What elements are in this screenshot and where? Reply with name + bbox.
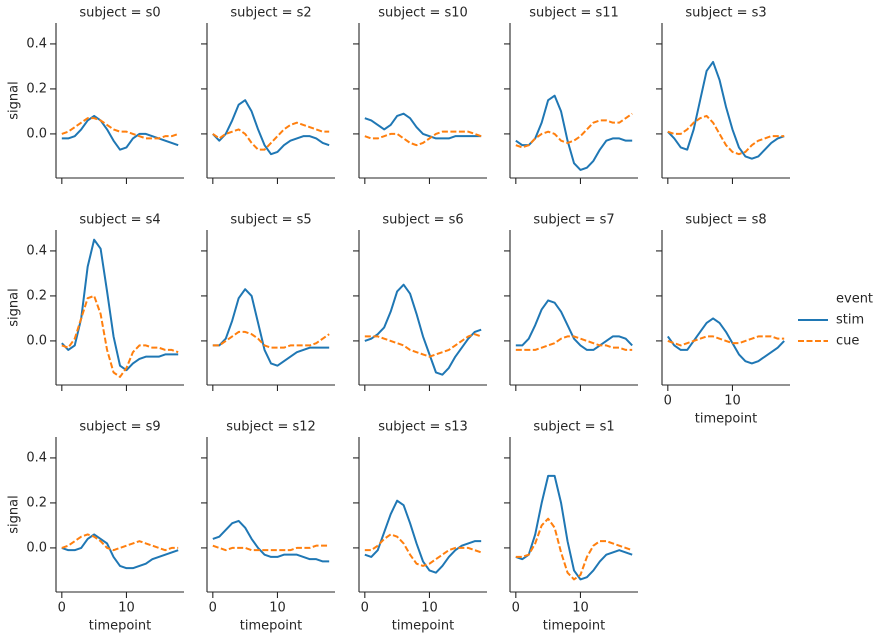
line bbox=[515, 94, 633, 171]
line bbox=[212, 288, 330, 367]
line bbox=[364, 112, 482, 140]
line bbox=[212, 519, 330, 563]
legend-title: event bbox=[836, 292, 873, 307]
x-tick-label: 0 bbox=[58, 601, 66, 616]
line bbox=[212, 330, 330, 349]
y-tick-label: 0.2 bbox=[26, 81, 47, 96]
line bbox=[515, 517, 633, 581]
line bbox=[515, 474, 633, 581]
line bbox=[364, 533, 482, 567]
line bbox=[667, 114, 785, 156]
line bbox=[212, 99, 330, 156]
line bbox=[364, 130, 482, 147]
y-tick-label: 0.4 bbox=[26, 36, 47, 51]
line bbox=[61, 117, 179, 140]
x-axis-label: timepoint bbox=[89, 619, 152, 634]
x-tick-label: 10 bbox=[269, 601, 286, 616]
x-tick-label: 10 bbox=[118, 601, 135, 616]
y-tick-label: 0.0 bbox=[26, 126, 47, 141]
line bbox=[61, 533, 179, 570]
line bbox=[212, 544, 330, 552]
x-axis-label: timepoint bbox=[543, 619, 606, 634]
legend-label: stim bbox=[836, 313, 864, 328]
line bbox=[667, 317, 785, 365]
panel-title: subject = s6 bbox=[382, 213, 463, 228]
line bbox=[515, 299, 633, 351]
y-tick-label: 0.0 bbox=[26, 540, 47, 555]
line bbox=[515, 335, 633, 351]
line bbox=[61, 114, 179, 151]
x-axis-label: timepoint bbox=[392, 619, 455, 634]
line bbox=[364, 283, 482, 376]
y-axis-label: signal bbox=[7, 288, 22, 326]
x-tick-label: 10 bbox=[724, 394, 741, 409]
panel-title: subject = s2 bbox=[230, 6, 311, 21]
y-tick-label: 0.2 bbox=[26, 495, 47, 510]
line bbox=[364, 333, 482, 358]
panel-title: subject = s4 bbox=[79, 213, 160, 228]
y-axis-label: signal bbox=[7, 495, 22, 533]
x-axis-label: timepoint bbox=[240, 619, 303, 634]
line bbox=[61, 238, 179, 372]
x-tick-label: 10 bbox=[421, 601, 438, 616]
y-axis-label: signal bbox=[7, 81, 22, 119]
line bbox=[61, 294, 179, 378]
line bbox=[667, 60, 785, 160]
legend-label: cue bbox=[836, 334, 859, 349]
line bbox=[364, 499, 482, 574]
x-tick-label: 0 bbox=[209, 601, 217, 616]
x-tick-label: 0 bbox=[361, 601, 369, 616]
x-tick-label: 10 bbox=[572, 601, 589, 616]
panel-title: subject = s8 bbox=[685, 213, 766, 228]
panel-title: subject = s7 bbox=[533, 213, 614, 228]
panel-title: subject = s13 bbox=[378, 420, 468, 435]
x-tick-label: 0 bbox=[512, 601, 520, 616]
panel-title: subject = s9 bbox=[79, 420, 160, 435]
panel-title: subject = s1 bbox=[533, 420, 614, 435]
panel-title: subject = s12 bbox=[226, 420, 316, 435]
y-tick-label: 0.2 bbox=[26, 288, 47, 303]
line bbox=[667, 335, 785, 347]
panel-title: subject = s3 bbox=[685, 6, 766, 21]
x-tick-label: 0 bbox=[664, 394, 672, 409]
line bbox=[515, 112, 633, 149]
panel-title: subject = s0 bbox=[79, 6, 160, 21]
panel-title: subject = s10 bbox=[378, 6, 468, 21]
y-tick-label: 0.4 bbox=[26, 243, 47, 258]
y-tick-label: 0.4 bbox=[26, 450, 47, 465]
line bbox=[212, 121, 330, 151]
panel-title: subject = s11 bbox=[529, 6, 619, 21]
panel-title: subject = s5 bbox=[230, 213, 311, 228]
line bbox=[61, 533, 179, 552]
y-tick-label: 0.0 bbox=[26, 333, 47, 348]
x-axis-label: timepoint bbox=[695, 412, 758, 427]
